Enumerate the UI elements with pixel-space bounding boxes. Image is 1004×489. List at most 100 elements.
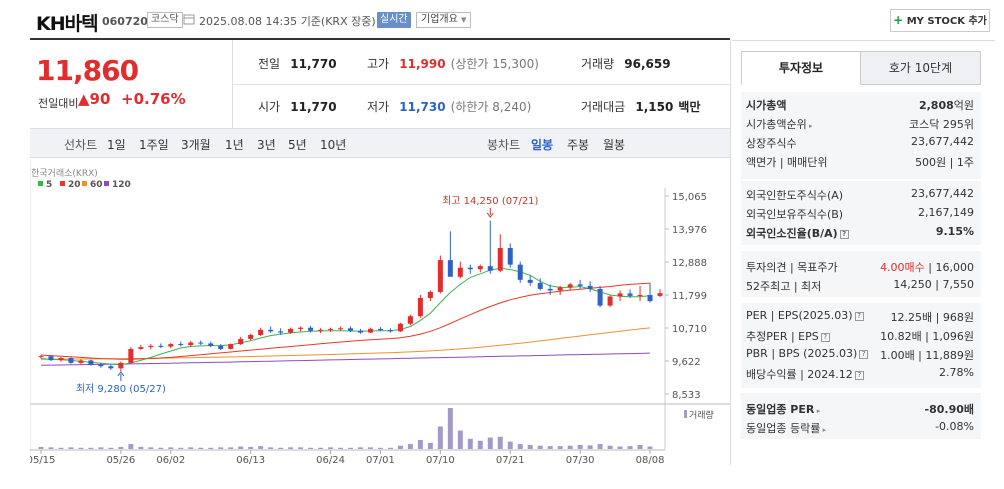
candle-body: [68, 358, 74, 363]
volume-bar: [138, 446, 144, 449]
info-row: 외국인한도주식수(A) 23,677,442: [746, 187, 974, 202]
volume-bar: [198, 447, 204, 449]
tab-5y[interactable]: 5년: [288, 138, 307, 152]
candle-body: [218, 345, 224, 349]
candle-body: [547, 288, 553, 291]
candle-body: [148, 345, 154, 348]
ma-line-ma120: [40, 352, 651, 366]
volume-bar: [597, 444, 603, 449]
candle-body: [58, 358, 64, 361]
current-price: 11,860: [36, 54, 139, 87]
candle-body: [128, 348, 134, 363]
volume-bar: [467, 438, 473, 449]
info-row[interactable]: 동일업종 등락률 ▸ -0.08%: [746, 420, 974, 435]
tab-1w[interactable]: 1주일: [139, 138, 169, 152]
volume-bar: [298, 447, 304, 449]
volume-bar: [178, 447, 184, 449]
candle-body: [427, 291, 433, 299]
volume-bar: [348, 447, 353, 449]
x-tick-label: 06/02: [156, 455, 185, 465]
info-row: 배당수익률 | 2024.12? 2.78%: [746, 366, 974, 381]
tab-1y[interactable]: 1년: [225, 138, 244, 152]
low-price: 저가 11,730 (하한가 8,240): [367, 100, 532, 114]
candle-body: [607, 296, 613, 306]
tab-investment-info[interactable]: 투자정보: [741, 51, 861, 85]
candle-body: [238, 338, 244, 345]
market-badge: 코스닥: [147, 12, 183, 28]
add-mystock-button[interactable]: + MY STOCK 추가: [890, 9, 990, 32]
info-group-market-cap: 시가총액 2,808억원 시가총액순위 ▸ 코스닥 295위 상장주식수 23,677…: [741, 92, 981, 179]
y-tick-label: 12,888: [672, 258, 707, 269]
high-annotation: 최고 14,250 (07/21): [442, 195, 538, 207]
info-row: 투자의견 | 목표주가 4.00매수 | 16,000: [746, 261, 974, 274]
volume-bar: [487, 437, 493, 449]
candle-body: [357, 330, 363, 333]
info-row: 52주최고 | 최저 14,250 | 7,550: [746, 278, 974, 293]
candle-body: [138, 347, 144, 349]
realtime-button[interactable]: 실시간: [377, 12, 411, 28]
tab-weekly[interactable]: 주봉: [567, 138, 590, 152]
info-row: PBR | BPS (2025.03)? 1.00배 | 11,889원: [746, 347, 974, 362]
candle-body: [48, 356, 54, 361]
candle-body: [577, 284, 583, 286]
tab-3m[interactable]: 3개월: [181, 138, 211, 152]
volume-bar: [288, 447, 294, 449]
volume: 거래량 96,659: [581, 57, 671, 71]
volume-bar: [168, 447, 174, 449]
plus-icon: +: [893, 13, 904, 27]
volume-bar: [547, 446, 553, 449]
volume-bar: [647, 446, 653, 449]
candle-body: [38, 356, 44, 358]
caret-right-icon: ▸: [806, 122, 813, 130]
volume-bar: [577, 444, 583, 449]
volume-bar: [88, 447, 94, 449]
volume-bar: [527, 444, 533, 449]
prev-close: 전일 11,770: [258, 57, 337, 71]
tab-orderbook[interactable]: 호가 10단계: [860, 51, 981, 85]
volume-bar: [587, 445, 593, 449]
volume-bar: [108, 447, 114, 449]
x-tick-label: 05/15: [30, 455, 55, 465]
info-row: 추정PER | EPS? 10.82배 | 1,096원: [746, 330, 974, 343]
quote-row-divider: [232, 84, 730, 85]
help-icon[interactable]: ?: [820, 332, 830, 342]
info-row: 상장주식수 23,677,442: [746, 135, 974, 150]
price-chart: 한국거래소(KRX)5 20 60 120 15,065 13,976 12,888 11,7…: [30, 160, 730, 465]
volume-bar: [367, 447, 373, 449]
volume-bar: [447, 408, 453, 449]
volume-bar: [417, 439, 423, 449]
tab-3y[interactable]: 3년: [257, 138, 276, 152]
help-icon[interactable]: ?: [854, 311, 864, 321]
help-icon[interactable]: ?: [859, 349, 869, 359]
help-icon[interactable]: ?: [854, 370, 864, 380]
volume-bar: [567, 445, 573, 449]
info-group-opinion: 투자의견 | 목표주가 4.00매수 | 16,000 52주최고 | 최저 14,…: [741, 251, 981, 297]
volume-bar: [607, 445, 613, 449]
info-row[interactable]: 동일업종 PER ▸ -80.90배: [746, 403, 974, 416]
volume-bar: [78, 447, 84, 449]
info-row[interactable]: 시가총액순위 ▸ 코스닥 295위: [746, 118, 974, 131]
volume-bar: [427, 442, 433, 449]
tab-1d[interactable]: 1일: [107, 138, 126, 152]
candle-body: [228, 344, 234, 349]
help-icon[interactable]: ?: [839, 229, 849, 239]
info-row: 액면가 | 매매단위 500원 | 1주: [746, 156, 974, 169]
info-group-valuation: PER | EPS(2025.03)? 12.25배 | 968원 추정PER |…: [741, 303, 981, 388]
candle-body: [647, 294, 653, 302]
candle-body: [108, 366, 114, 369]
tab-10y[interactable]: 10년: [320, 138, 347, 152]
company-info-dropdown[interactable]: 기업개요 ▼: [416, 12, 472, 28]
stock-name: KH바텍: [36, 13, 99, 35]
tab-daily[interactable]: 일봉: [531, 138, 554, 152]
volume-bar: [308, 447, 314, 449]
tab-monthly[interactable]: 월봉: [603, 138, 626, 152]
volume-bar: [338, 447, 344, 449]
panel-divider: [730, 40, 731, 465]
caret-right-icon: ▸: [820, 426, 827, 434]
x-tick-label: 07/30: [566, 455, 595, 465]
y-tick-label: 11,799: [672, 291, 707, 302]
chart-source: 한국거래소(KRX): [31, 168, 98, 179]
volume-bar: [218, 447, 224, 449]
candle-body: [627, 293, 633, 296]
volume-bar: [188, 447, 194, 449]
